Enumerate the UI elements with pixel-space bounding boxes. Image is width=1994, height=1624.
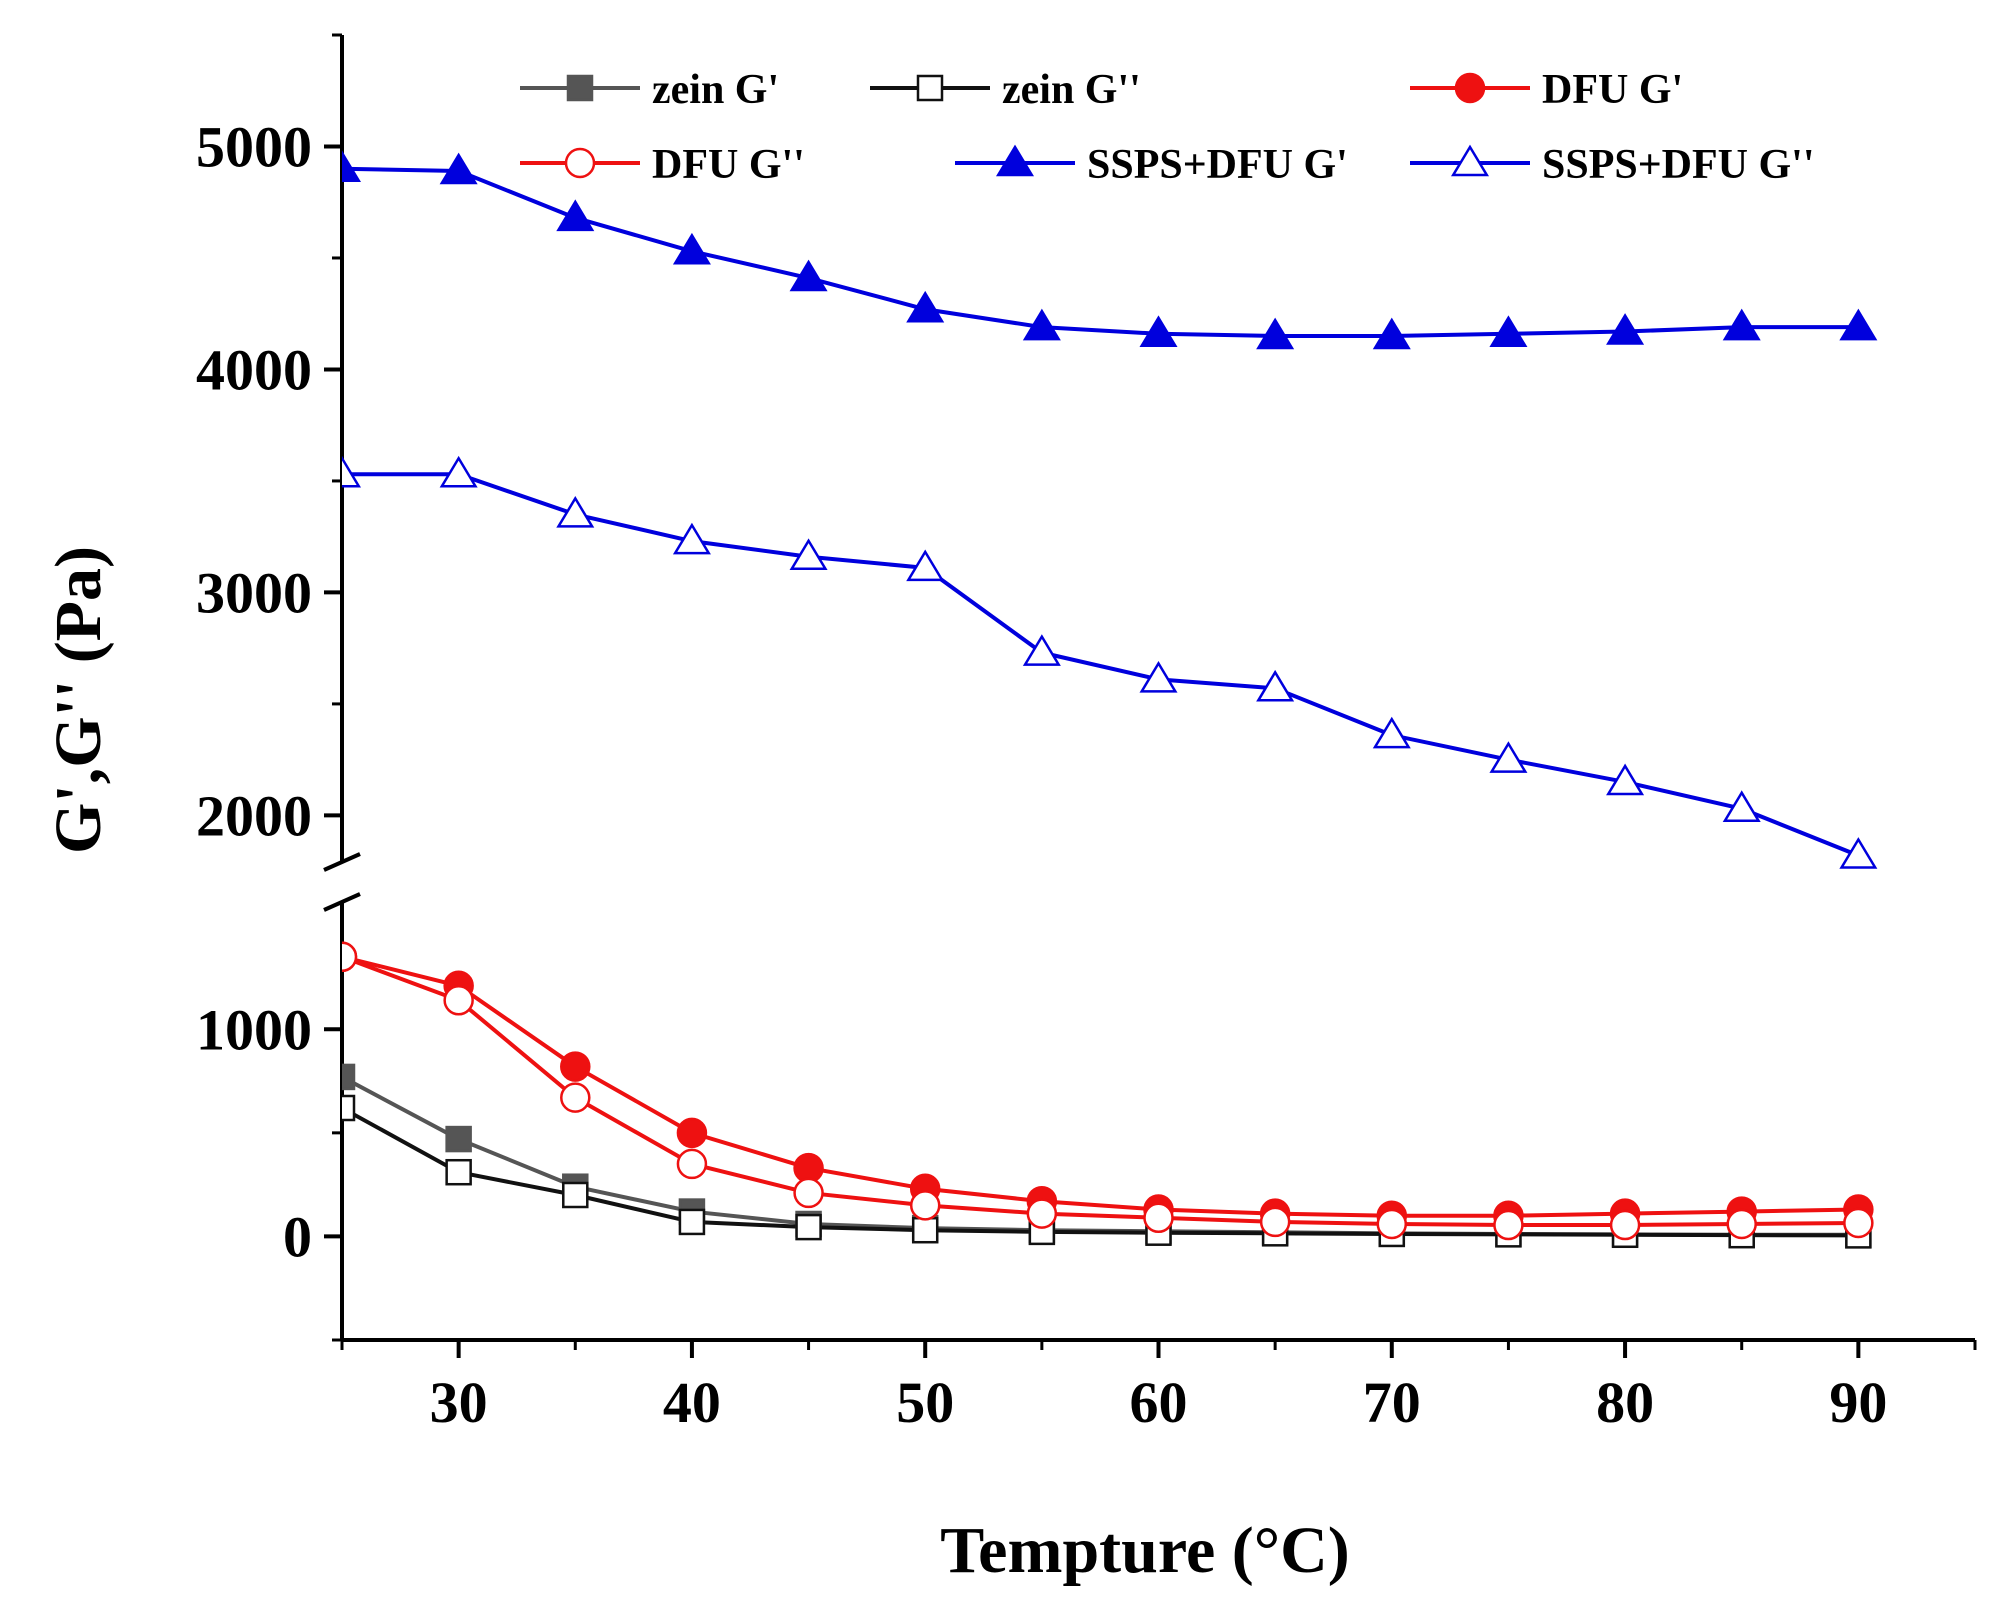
data-point-ssps-dfu-g [1839, 837, 1878, 869]
data-point-ssps-dfu-g [1606, 313, 1645, 345]
y-tick-label: 3000 [196, 560, 312, 625]
legend-marker [564, 147, 596, 179]
axis-break-mark [323, 892, 361, 912]
data-point-dfu-g [342, 941, 358, 973]
y-tick-label: 2000 [196, 783, 312, 848]
y-axis-title: G',G'' (Pa) [42, 546, 115, 854]
legend-item-ssps-dfu-g: SSPS+DFU G' [955, 142, 1348, 188]
data-point-ssps-dfu-g [1256, 317, 1295, 350]
data-point-ssps-dfu-g [789, 259, 828, 292]
x-tick-label: 40 [663, 1370, 721, 1435]
legend-marker [566, 74, 594, 102]
data-point-ssps-dfu-g [1372, 317, 1411, 350]
data-point-ssps-dfu-g [556, 495, 595, 528]
data-point-dfu-g [1843, 1207, 1874, 1239]
data-point-ssps-dfu-g [439, 152, 478, 185]
legend-marker [1450, 144, 1490, 177]
data-point-dfu-g [909, 1190, 941, 1221]
data-point-ssps-dfu-g [1839, 308, 1878, 341]
series-line-ssps-dfu-g [342, 472, 1860, 858]
x-tick-label: 50 [896, 1370, 954, 1435]
data-point-ssps-dfu-g [672, 522, 711, 555]
data-point-ssps-dfu-g [1139, 315, 1178, 348]
data-point-dfu-g [1609, 1209, 1641, 1241]
series-markers-group [342, 150, 1878, 1249]
data-point-dfu-g [443, 985, 474, 1016]
data-point-ssps-dfu-g [1489, 315, 1528, 348]
data-point-dfu-g [676, 1117, 708, 1149]
series-line-dfu-g [342, 954, 1859, 1218]
axes-group: 30 40 50 60 70 80 90 2000 3000 4000 5000 0 1000 [196, 33, 1977, 1435]
data-point-dfu-g [560, 1082, 591, 1113]
data-point-ssps-dfu-g [1022, 308, 1061, 341]
data-point-zein-g [562, 1181, 589, 1209]
data-point-zein-g [911, 1216, 939, 1244]
data-point-ssps-dfu-g [672, 232, 711, 265]
data-point-dfu-g [1376, 1208, 1408, 1240]
series-line-zein-g [342, 1106, 1859, 1238]
data-point-zein-g [342, 1094, 356, 1122]
legend: zein G' zein G'' DFU G' DFU G'' SSPS+DFU G' S… [520, 67, 1815, 188]
legend-label: SSPS+DFU G'' [1542, 142, 1815, 188]
x-tick-label: 70 [1363, 1370, 1421, 1435]
data-point-dfu-g [1026, 1198, 1058, 1229]
data-point-ssps-dfu-g [1606, 763, 1645, 796]
data-point-zein-g [342, 1063, 356, 1091]
data-point-zein-g [795, 1213, 822, 1241]
legend-marker [1454, 72, 1486, 104]
data-point-ssps-dfu-g [1722, 308, 1761, 341]
data-point-ssps-dfu-g [1139, 660, 1178, 693]
axis-break-mark [323, 852, 361, 872]
data-point-dfu-g [1259, 1206, 1291, 1238]
data-point-ssps-dfu-g [439, 455, 478, 488]
y-tick-label: 1000 [196, 997, 312, 1062]
x-tick-label: 80 [1596, 1370, 1654, 1435]
legend-marker [916, 74, 944, 102]
data-point-dfu-g [1143, 1202, 1174, 1234]
data-point-ssps-dfu-g [906, 549, 945, 582]
legend-item-dfu-g: DFU G'' [520, 142, 805, 188]
series-line-dfu-g [342, 954, 1859, 1228]
data-point-ssps-dfu-g [1489, 741, 1528, 773]
legend-item-dfu-g: DFU G' [1410, 67, 1683, 113]
legend-item-ssps-dfu-g: SSPS+DFU G'' [1410, 142, 1815, 188]
legend-marker [995, 144, 1035, 177]
y-tick-label: 0 [283, 1204, 312, 1269]
data-point-dfu-g [560, 1051, 591, 1082]
data-point-ssps-dfu-g [556, 199, 595, 232]
legend-label: SSPS+DFU G' [1087, 142, 1348, 188]
data-point-zein-g [445, 1158, 472, 1186]
series-line-ssps-dfu-g [342, 166, 1859, 339]
data-point-ssps-dfu-g [906, 290, 945, 323]
x-tick-label: 30 [430, 1370, 488, 1435]
data-point-ssps-dfu-g [342, 455, 362, 488]
data-point-dfu-g [676, 1148, 708, 1180]
legend-label: zein G' [652, 67, 779, 113]
legend-item-zein-g: zein G' [520, 67, 779, 113]
data-point-dfu-g [793, 1177, 824, 1209]
x-tick-label: 60 [1130, 1370, 1188, 1435]
data-point-ssps-dfu-g [342, 150, 362, 183]
data-point-ssps-dfu-g [789, 538, 828, 571]
data-point-ssps-dfu-g [1256, 669, 1295, 702]
x-tick-label: 90 [1829, 1370, 1887, 1435]
series-lines-group [342, 166, 1860, 1238]
legend-label: DFU G'' [652, 142, 805, 188]
legend-label: DFU G' [1542, 67, 1683, 113]
y-tick-label: 5000 [196, 114, 312, 179]
legend-item-zein-g: zein G'' [870, 67, 1141, 113]
y-tick-label: 4000 [196, 337, 312, 402]
data-point-ssps-dfu-g [1022, 634, 1061, 666]
data-point-ssps-dfu-g [1372, 716, 1411, 749]
data-point-ssps-dfu-g [1722, 790, 1761, 822]
data-point-dfu-g [1726, 1208, 1757, 1240]
legend-label: zein G'' [1002, 67, 1141, 113]
x-axis-title: Tempture (°C) [940, 1514, 1350, 1587]
data-point-zein-g [445, 1125, 472, 1153]
data-point-zein-g [678, 1208, 706, 1236]
data-point-dfu-g [1493, 1209, 1524, 1241]
